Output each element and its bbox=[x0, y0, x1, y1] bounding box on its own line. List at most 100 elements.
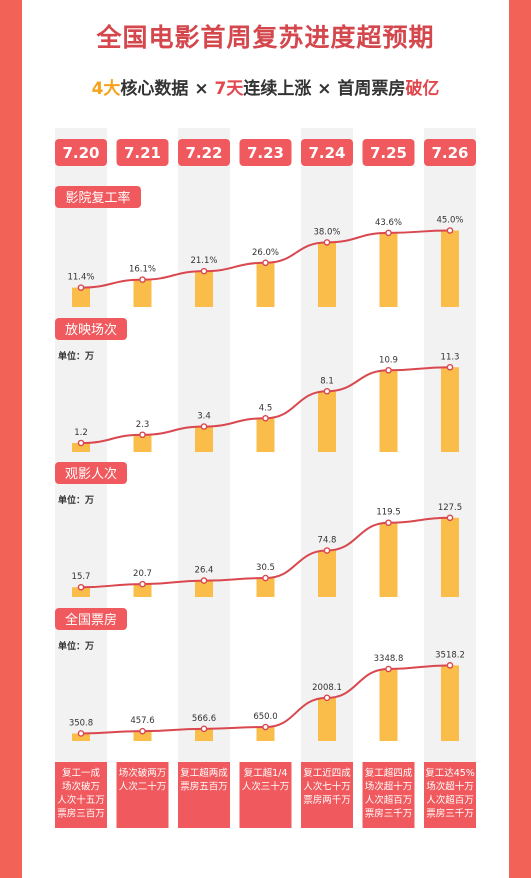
bar bbox=[318, 391, 336, 452]
date-label: 7.24 bbox=[308, 144, 345, 162]
note-line: 复工达45% bbox=[425, 767, 475, 779]
data-label: 16.1% bbox=[129, 265, 156, 275]
data-label: 38.0% bbox=[313, 227, 340, 237]
note-line: 场次超十万 bbox=[426, 781, 474, 793]
data-label: 10.9 bbox=[379, 355, 398, 365]
bar bbox=[379, 232, 398, 307]
subtitle-part: 连续上涨 × 首周票房 bbox=[243, 79, 406, 99]
bar bbox=[195, 271, 213, 307]
page-subtitle: 4大核心数据 × 7天连续上涨 × 首周票房破亿 bbox=[22, 74, 509, 99]
bar bbox=[72, 443, 90, 452]
bar bbox=[195, 580, 213, 597]
data-label: 26.0% bbox=[252, 248, 279, 258]
panel-label-box bbox=[55, 318, 127, 340]
data-point bbox=[385, 229, 392, 237]
data-label: 1.2 bbox=[74, 428, 88, 438]
note-line: 人次超百万 bbox=[365, 794, 413, 806]
panel-label-box bbox=[55, 462, 127, 484]
data-point bbox=[200, 577, 208, 584]
data-label: 11.3 bbox=[441, 352, 460, 362]
data-point bbox=[77, 284, 85, 291]
bar bbox=[379, 669, 398, 741]
data-label: 30.5 bbox=[256, 563, 275, 573]
data-label: 3348.8 bbox=[374, 654, 404, 664]
bar bbox=[195, 728, 213, 741]
data-label: 119.5 bbox=[376, 508, 400, 518]
note-line: 票房两千万 bbox=[303, 794, 351, 806]
bar bbox=[256, 418, 275, 452]
unit-label: 单位：万 bbox=[58, 494, 94, 506]
data-label: 350.8 bbox=[69, 718, 93, 728]
data-point bbox=[446, 227, 454, 234]
bar bbox=[256, 727, 275, 741]
data-label: 8.1 bbox=[320, 376, 334, 386]
note-box bbox=[178, 762, 230, 828]
date-label: 7.23 bbox=[247, 144, 284, 162]
note-line: 票房三千万 bbox=[365, 808, 413, 820]
note-line: 人次二十万 bbox=[119, 781, 167, 793]
bar bbox=[318, 697, 336, 741]
bar bbox=[133, 434, 152, 452]
panel-label-box bbox=[55, 608, 127, 630]
data-label: 43.6% bbox=[375, 218, 402, 228]
data-label: 21.1% bbox=[190, 256, 217, 266]
data-point bbox=[200, 423, 208, 430]
data-point bbox=[262, 574, 269, 582]
note-line: 场次破两万 bbox=[119, 767, 167, 779]
bar bbox=[441, 230, 459, 307]
bar bbox=[133, 731, 152, 741]
data-label: 11.4% bbox=[67, 273, 94, 283]
note-line: 场次超十万 bbox=[365, 781, 413, 793]
note-line: 场次破万 bbox=[62, 781, 100, 793]
data-point bbox=[200, 725, 208, 733]
bar bbox=[441, 517, 459, 597]
data-point bbox=[323, 694, 331, 702]
bar bbox=[379, 370, 398, 452]
date-label: 7.25 bbox=[370, 144, 407, 162]
column-stripe bbox=[178, 128, 230, 828]
note-line: 票房五百万 bbox=[180, 781, 228, 793]
data-label: 26.4 bbox=[195, 566, 214, 576]
note-box bbox=[362, 762, 415, 828]
note-line: 票房三千万 bbox=[426, 808, 474, 820]
data-label: 127.5 bbox=[438, 503, 462, 513]
data-point bbox=[323, 387, 331, 395]
note-line: 票房三百万 bbox=[57, 808, 105, 820]
data-point bbox=[323, 547, 331, 554]
data-point bbox=[77, 583, 85, 591]
bar bbox=[133, 584, 152, 597]
data-point bbox=[77, 730, 85, 737]
date-label: 7.22 bbox=[185, 144, 222, 162]
data-label: 20.7 bbox=[133, 569, 152, 579]
unit-label: 单位：万 bbox=[58, 350, 94, 362]
data-point bbox=[385, 366, 392, 374]
note-box bbox=[116, 762, 169, 828]
page-title: 全国电影首周复苏进度超预期 bbox=[96, 23, 435, 52]
bar bbox=[133, 279, 152, 307]
data-point bbox=[323, 239, 331, 246]
data-label: 566.6 bbox=[192, 714, 216, 724]
panel-label: 全国票房 bbox=[65, 612, 117, 628]
data-point bbox=[446, 662, 454, 669]
data-point bbox=[139, 727, 146, 735]
data-label: 45.0% bbox=[436, 216, 463, 226]
bar bbox=[441, 665, 459, 741]
unit-label: 单位：万 bbox=[58, 640, 94, 652]
data-label: 2008.1 bbox=[312, 683, 342, 693]
data-point bbox=[200, 267, 208, 275]
date-header-box bbox=[424, 139, 476, 166]
note-line: 人次十五万 bbox=[57, 794, 105, 806]
data-label: 3518.2 bbox=[435, 650, 465, 660]
note-line: 复工近四成 bbox=[303, 767, 351, 779]
data-point bbox=[139, 276, 146, 283]
bar bbox=[256, 578, 275, 597]
data-point bbox=[385, 665, 392, 673]
panel-label-box bbox=[55, 186, 141, 208]
bar bbox=[318, 550, 336, 597]
note-line: 复工一成 bbox=[62, 767, 101, 779]
note-line: 人次七十万 bbox=[303, 781, 351, 793]
bar bbox=[72, 587, 90, 597]
data-point bbox=[385, 519, 392, 527]
date-header-box bbox=[116, 139, 169, 166]
